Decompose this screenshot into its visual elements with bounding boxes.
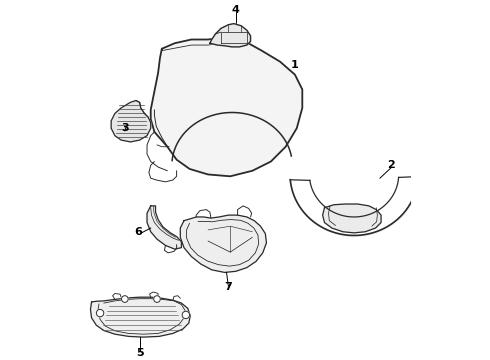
Circle shape (154, 296, 160, 302)
Text: 7: 7 (224, 282, 232, 292)
Polygon shape (111, 100, 151, 142)
Polygon shape (180, 215, 267, 273)
Circle shape (182, 311, 190, 319)
Circle shape (122, 296, 128, 302)
Text: 6: 6 (134, 227, 142, 237)
Text: 3: 3 (121, 123, 129, 133)
Text: 2: 2 (387, 160, 395, 170)
Text: 5: 5 (136, 348, 144, 357)
Polygon shape (91, 297, 190, 337)
Circle shape (97, 309, 104, 317)
Polygon shape (151, 36, 302, 176)
Text: 1: 1 (291, 60, 299, 71)
Polygon shape (210, 24, 250, 47)
Polygon shape (322, 204, 381, 233)
Text: 4: 4 (232, 5, 240, 15)
Polygon shape (147, 206, 181, 249)
